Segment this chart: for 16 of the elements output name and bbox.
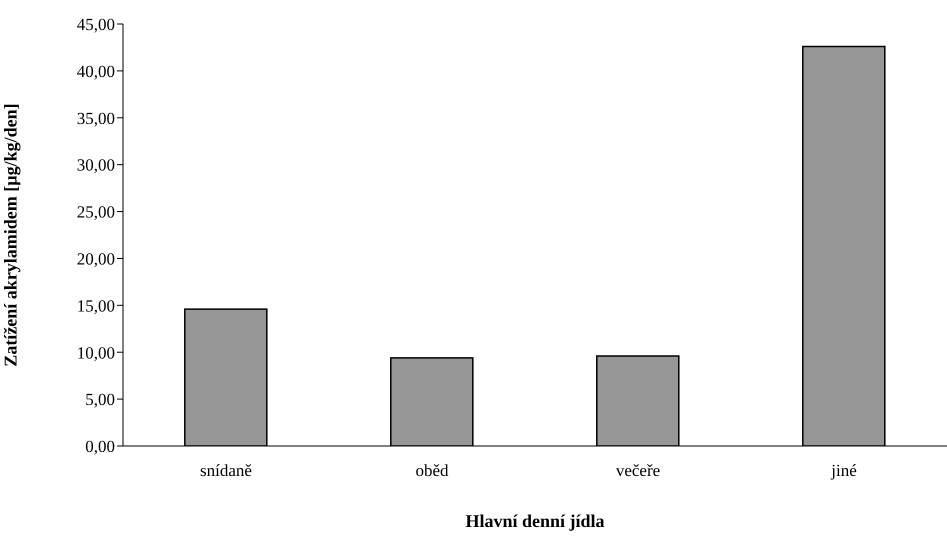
x-tick-label: snídaně — [200, 461, 252, 480]
y-tick-label: 20,00 — [76, 249, 115, 268]
y-tick-label: 45,00 — [76, 15, 115, 34]
y-tick-label: 40,00 — [76, 62, 115, 81]
x-tick-label: jiné — [830, 461, 857, 480]
y-tick-label: 0,00 — [85, 437, 115, 456]
y-tick-label: 25,00 — [76, 202, 115, 222]
y-tick-label: 10,00 — [76, 343, 115, 362]
y-tick-label: 35,00 — [76, 108, 115, 128]
x-axis-title: Hlavní denní jídla — [465, 511, 605, 531]
x-tick-label: večeře — [616, 461, 660, 480]
y-tick-label: 30,00 — [76, 156, 115, 175]
y-axis-title: Zatížení akrylamidem [µg/kg/den] — [0, 103, 20, 367]
y-tick-label: 5,00 — [85, 390, 115, 410]
y-tick-label: 15,00 — [76, 296, 115, 316]
x-tick-label: oběd — [415, 461, 450, 480]
